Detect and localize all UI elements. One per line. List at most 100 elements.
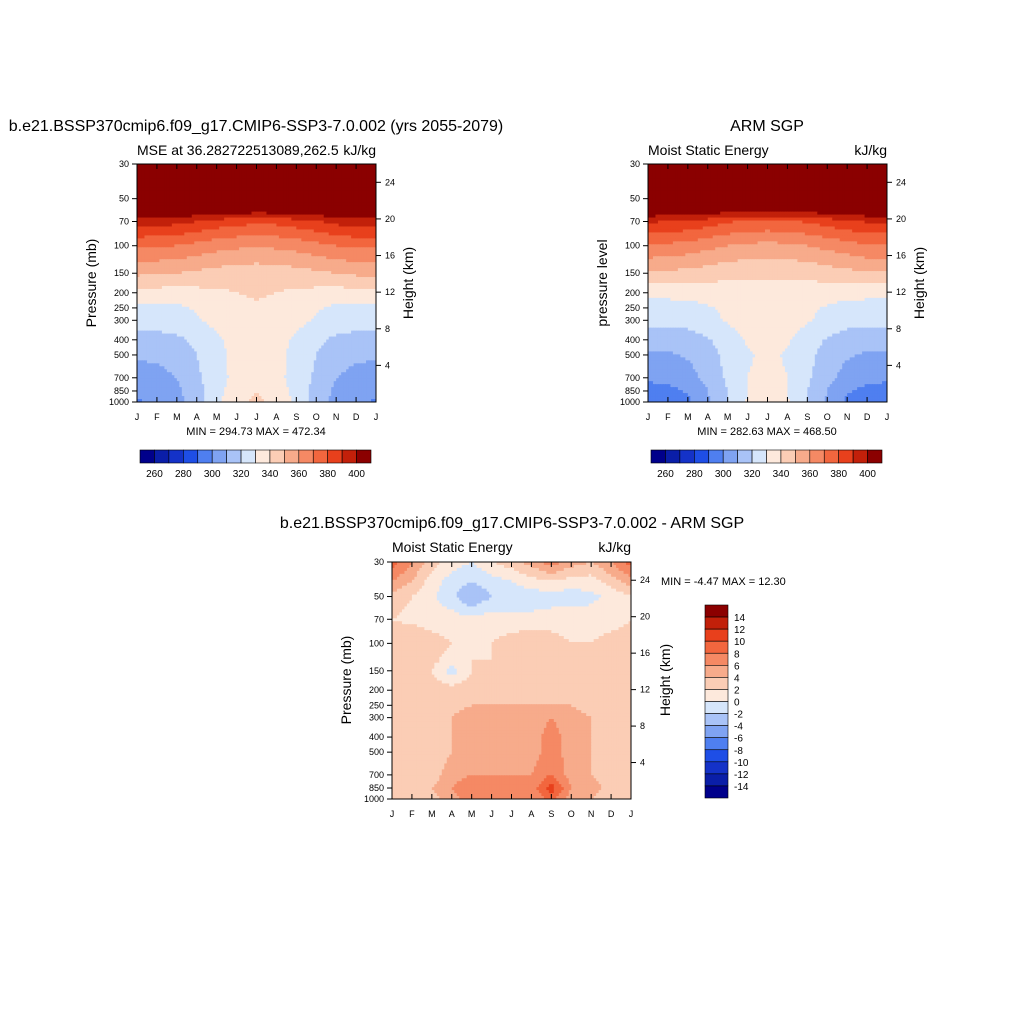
heatmap-cell [288, 244, 292, 248]
heatmap-cell [371, 214, 375, 219]
heatmap-cell [141, 250, 146, 254]
heatmap-cell [336, 265, 340, 269]
heatmap-cell [186, 241, 190, 245]
heatmap-cell [341, 190, 345, 195]
heatmap-cell [283, 169, 287, 174]
heatmap-cell [156, 166, 161, 171]
heatmap-cell [366, 187, 370, 192]
heatmap-cell [246, 274, 250, 278]
heatmap-cell [326, 315, 330, 320]
heatmap-cell [209, 164, 213, 168]
heatmap-cell [139, 226, 143, 231]
heatmap-cell [323, 196, 327, 201]
heatmap-cell [169, 277, 173, 281]
heatmap-cell [146, 285, 151, 290]
heatmap-cell [244, 181, 248, 186]
heatmap-cell [251, 184, 255, 189]
heatmap-cell [211, 164, 215, 168]
heatmap-cell [149, 226, 153, 231]
heatmap-cell [249, 259, 253, 263]
heatmap-cell [258, 285, 263, 290]
heatmap-cell [211, 285, 215, 290]
heatmap-cell [278, 247, 282, 251]
heatmap-cell [351, 271, 355, 275]
heatmap-cell [166, 202, 170, 207]
heatmap-cell [149, 229, 153, 234]
heatmap-cell [276, 274, 280, 278]
heatmap-cell [316, 283, 320, 287]
heatmap-cell [236, 315, 240, 320]
heatmap-cell [301, 280, 305, 284]
heatmap-cell [301, 190, 305, 195]
heatmap-cell [301, 187, 305, 192]
heatmap-cell [171, 223, 175, 228]
heatmap-cell [151, 306, 156, 311]
heatmap-cell [288, 285, 292, 290]
heatmap-cell [166, 297, 170, 302]
heatmap-cell [356, 253, 360, 257]
heatmap-cell [278, 175, 282, 180]
heatmap-cell [189, 169, 193, 174]
heatmap-cell [296, 229, 300, 234]
heatmap-cell [318, 229, 322, 234]
heatmap-cell [303, 259, 307, 263]
heatmap-cell [303, 256, 307, 260]
heatmap-cell [308, 187, 312, 192]
heatmap-cell [268, 181, 273, 186]
heatmap-cell [346, 175, 350, 180]
heatmap-cell [234, 297, 238, 302]
heatmap-cell [196, 306, 200, 311]
heatmap-cell [288, 256, 292, 260]
heatmap-cell [224, 247, 228, 251]
heatmap-cell [318, 303, 322, 308]
heatmap-cell [281, 172, 285, 177]
heatmap-cell [318, 312, 322, 317]
heatmap-cell [356, 229, 360, 234]
heatmap-cell [159, 312, 163, 317]
heatmap-cell [356, 303, 360, 308]
heatmap-cell [361, 283, 365, 287]
heatmap-cell [273, 226, 278, 231]
heatmap-cell [331, 175, 335, 180]
heatmap-cell [229, 256, 233, 260]
heatmap-cell [336, 196, 340, 201]
heatmap-cell [263, 274, 268, 278]
heatmap-cell [154, 229, 158, 234]
heatmap-cell [154, 250, 158, 254]
heatmap-cell [283, 202, 287, 207]
heatmap-cell [231, 187, 235, 192]
heatmap-cell [268, 300, 273, 305]
heatmap-cell [234, 196, 238, 201]
heatmap-cell [331, 253, 335, 257]
heatmap-cell [328, 220, 332, 225]
heatmap-cell [303, 265, 307, 269]
heatmap-cell [308, 253, 312, 257]
heatmap-cell [321, 259, 325, 263]
heatmap-cell [336, 309, 340, 314]
heatmap-cell [336, 241, 340, 245]
heatmap-cell [268, 244, 273, 248]
heatmap-cell [326, 280, 330, 284]
heatmap-cell [244, 229, 248, 234]
heatmap-cell [266, 291, 270, 296]
heatmap-cell [271, 181, 275, 186]
heatmap-cell [326, 297, 330, 302]
heatmap-cell [351, 220, 355, 225]
heatmap-cell [214, 256, 218, 260]
heatmap-cell [296, 220, 300, 225]
heatmap-cell [239, 253, 243, 257]
heatmap-cell [231, 306, 235, 311]
heatmap-cell [251, 178, 255, 183]
heatmap-cell [373, 202, 376, 207]
heatmap-cell [371, 277, 375, 281]
heatmap-cell [328, 259, 332, 263]
heatmap-cell [224, 265, 228, 269]
heatmap-cell [298, 259, 302, 263]
heatmap-cell [176, 244, 180, 248]
heatmap-cell [318, 291, 322, 296]
heatmap-cell [318, 211, 322, 216]
heatmap-cell [179, 226, 183, 231]
heatmap-cell [276, 211, 280, 216]
heatmap-cell [246, 288, 250, 293]
heatmap-cell [149, 169, 153, 174]
